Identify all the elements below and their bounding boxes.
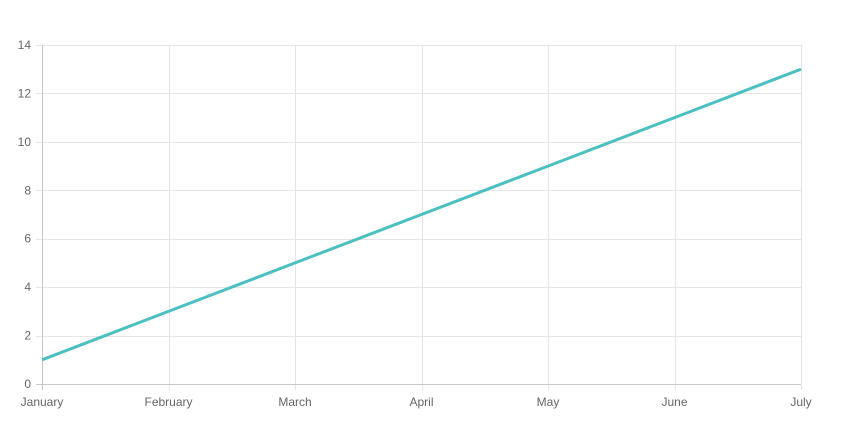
y-tick-label: 2 bbox=[24, 329, 31, 343]
y-tick-label: 12 bbox=[18, 86, 32, 100]
axes bbox=[36, 45, 801, 390]
x-tick-label: February bbox=[144, 395, 192, 409]
x-tick-label: July bbox=[790, 395, 811, 409]
y-tick-label: 6 bbox=[24, 232, 31, 246]
x-tick-label: May bbox=[537, 395, 560, 409]
y-tick-label: 8 bbox=[24, 183, 31, 197]
series-lines bbox=[41, 67, 802, 362]
x-tick-label: January bbox=[21, 395, 64, 409]
y-tick-label: 10 bbox=[18, 135, 32, 149]
y-tick-label: 4 bbox=[24, 280, 31, 294]
x-axis-ticks: January February March April May June July bbox=[21, 395, 812, 409]
series-line bbox=[41, 67, 802, 362]
x-tick-label: June bbox=[661, 395, 687, 409]
y-tick-label: 0 bbox=[24, 377, 31, 391]
x-tick-label: March bbox=[278, 395, 311, 409]
y-tick-label: 14 bbox=[18, 38, 32, 52]
y-axis-ticks: 0 2 4 6 8 10 12 14 bbox=[18, 38, 32, 391]
grid-lines bbox=[36, 45, 802, 390]
x-tick-label: April bbox=[409, 395, 433, 409]
